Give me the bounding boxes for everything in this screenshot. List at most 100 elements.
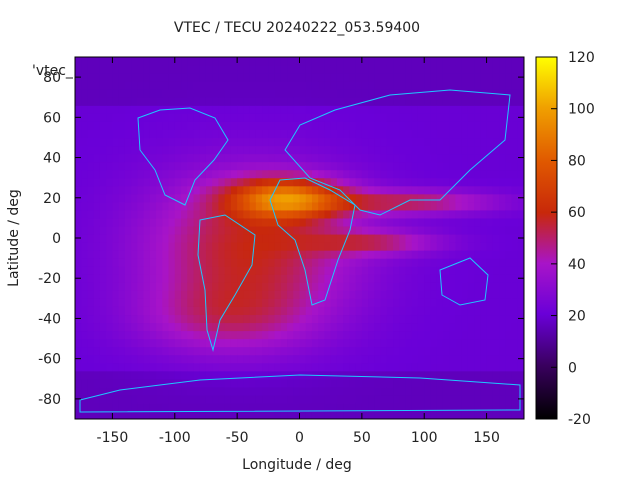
- heatmap-cell: [486, 177, 494, 187]
- heatmap-cell: [486, 346, 494, 356]
- heatmap-cell: [237, 73, 244, 82]
- heatmap-cell: [280, 129, 288, 139]
- heatmap-cell: [199, 298, 207, 307]
- heatmap-cell: [393, 402, 400, 412]
- heatmap-cell: [368, 217, 375, 227]
- heatmap-cell: [143, 338, 151, 348]
- heatmap-cell: [99, 290, 107, 299]
- heatmap-cell: [293, 89, 301, 98]
- heatmap-cell: [480, 346, 488, 356]
- heatmap-cell: [262, 242, 269, 251]
- heatmap-cell: [280, 81, 288, 90]
- heatmap-cell: [449, 346, 457, 356]
- heatmap-cell: [349, 185, 357, 195]
- heatmap-cell: [355, 113, 363, 122]
- heatmap-cell: [299, 145, 307, 155]
- heatmap-cell: [430, 386, 438, 396]
- heatmap-cell: [324, 137, 332, 147]
- heatmap-cell: [492, 73, 500, 82]
- heatmap-cell: [486, 250, 494, 259]
- heatmap-cell: [274, 306, 282, 316]
- heatmap-cell: [262, 81, 269, 90]
- heatmap-cell: [199, 362, 207, 372]
- heatmap-cell: [212, 185, 220, 195]
- heatmap-cell: [486, 97, 494, 106]
- heatmap-cell: [124, 410, 132, 419]
- heatmap-cell: [467, 386, 475, 396]
- heatmap-cell: [386, 266, 394, 275]
- heatmap-cell: [486, 225, 494, 235]
- heatmap-cell: [149, 73, 157, 82]
- heatmap-cell: [199, 73, 207, 82]
- heatmap-cell: [268, 185, 276, 195]
- heatmap-cell: [299, 314, 307, 324]
- heatmap-cell: [293, 81, 301, 90]
- heatmap-cell: [318, 201, 326, 211]
- heatmap-cell: [243, 209, 251, 219]
- heatmap-cell: [87, 129, 95, 139]
- heatmap-cell: [75, 282, 82, 291]
- heatmap-cell: [249, 209, 257, 219]
- heatmap-cell: [486, 242, 494, 251]
- heatmap-cell: [399, 242, 407, 251]
- heatmap-cell: [324, 57, 332, 66]
- heatmap-cell: [143, 73, 151, 82]
- heatmap-cell: [93, 258, 101, 267]
- heatmap-cell: [474, 145, 481, 155]
- heatmap-cell: [149, 209, 157, 219]
- heatmap-cell: [374, 65, 382, 74]
- heatmap-cell: [442, 89, 450, 98]
- heatmap-cell: [262, 378, 269, 388]
- heatmap-cell: [218, 298, 226, 307]
- heatmap-cell: [399, 378, 407, 388]
- heatmap-cell: [361, 242, 369, 251]
- heatmap-cell: [511, 89, 519, 98]
- heatmap-cell: [174, 282, 182, 291]
- heatmap-cell: [112, 177, 120, 187]
- heatmap-cell: [299, 266, 307, 275]
- heatmap-cell: [131, 250, 138, 259]
- heatmap-cell: [162, 250, 170, 259]
- heatmap-cell: [262, 201, 269, 211]
- heatmap-cell: [187, 330, 195, 340]
- heatmap-cell: [430, 209, 438, 219]
- heatmap-cell: [511, 282, 519, 291]
- heatmap-cell: [193, 217, 201, 227]
- heatmap-cell: [368, 185, 375, 195]
- heatmap-cell: [287, 177, 294, 187]
- heatmap-cell: [243, 65, 251, 74]
- heatmap-cell: [287, 298, 294, 307]
- heatmap-cell: [274, 274, 282, 283]
- heatmap-cell: [305, 290, 313, 299]
- heatmap-cell: [305, 97, 313, 106]
- heatmap-cell: [405, 274, 413, 283]
- heatmap-cell: [268, 402, 276, 412]
- heatmap-cell: [417, 282, 425, 291]
- heatmap-cell: [386, 362, 394, 372]
- heatmap-cell: [442, 73, 450, 82]
- heatmap-cell: [187, 266, 195, 275]
- heatmap-cell: [318, 129, 326, 139]
- heatmap-cell: [436, 410, 444, 419]
- heatmap-cell: [380, 177, 388, 187]
- heatmap-cell: [361, 201, 369, 211]
- heatmap-cell: [293, 161, 301, 171]
- heatmap-cell: [81, 322, 89, 332]
- heatmap-cell: [461, 161, 469, 171]
- heatmap-cell: [237, 370, 244, 380]
- heatmap-cell: [162, 217, 170, 227]
- heatmap-cell: [112, 354, 120, 364]
- heatmap-cell: [99, 233, 107, 243]
- heatmap-cell: [124, 65, 132, 74]
- heatmap-cell: [81, 129, 89, 139]
- heatmap-cell: [149, 81, 157, 90]
- heatmap-cell: [511, 201, 519, 211]
- heatmap-cell: [355, 137, 363, 147]
- heatmap-cell: [455, 161, 463, 171]
- heatmap-cell: [131, 346, 138, 356]
- heatmap-cell: [343, 153, 350, 163]
- heatmap-cell: [318, 338, 326, 348]
- heatmap-cell: [486, 290, 494, 299]
- heatmap-cell: [411, 185, 419, 195]
- heatmap-cell: [417, 121, 425, 130]
